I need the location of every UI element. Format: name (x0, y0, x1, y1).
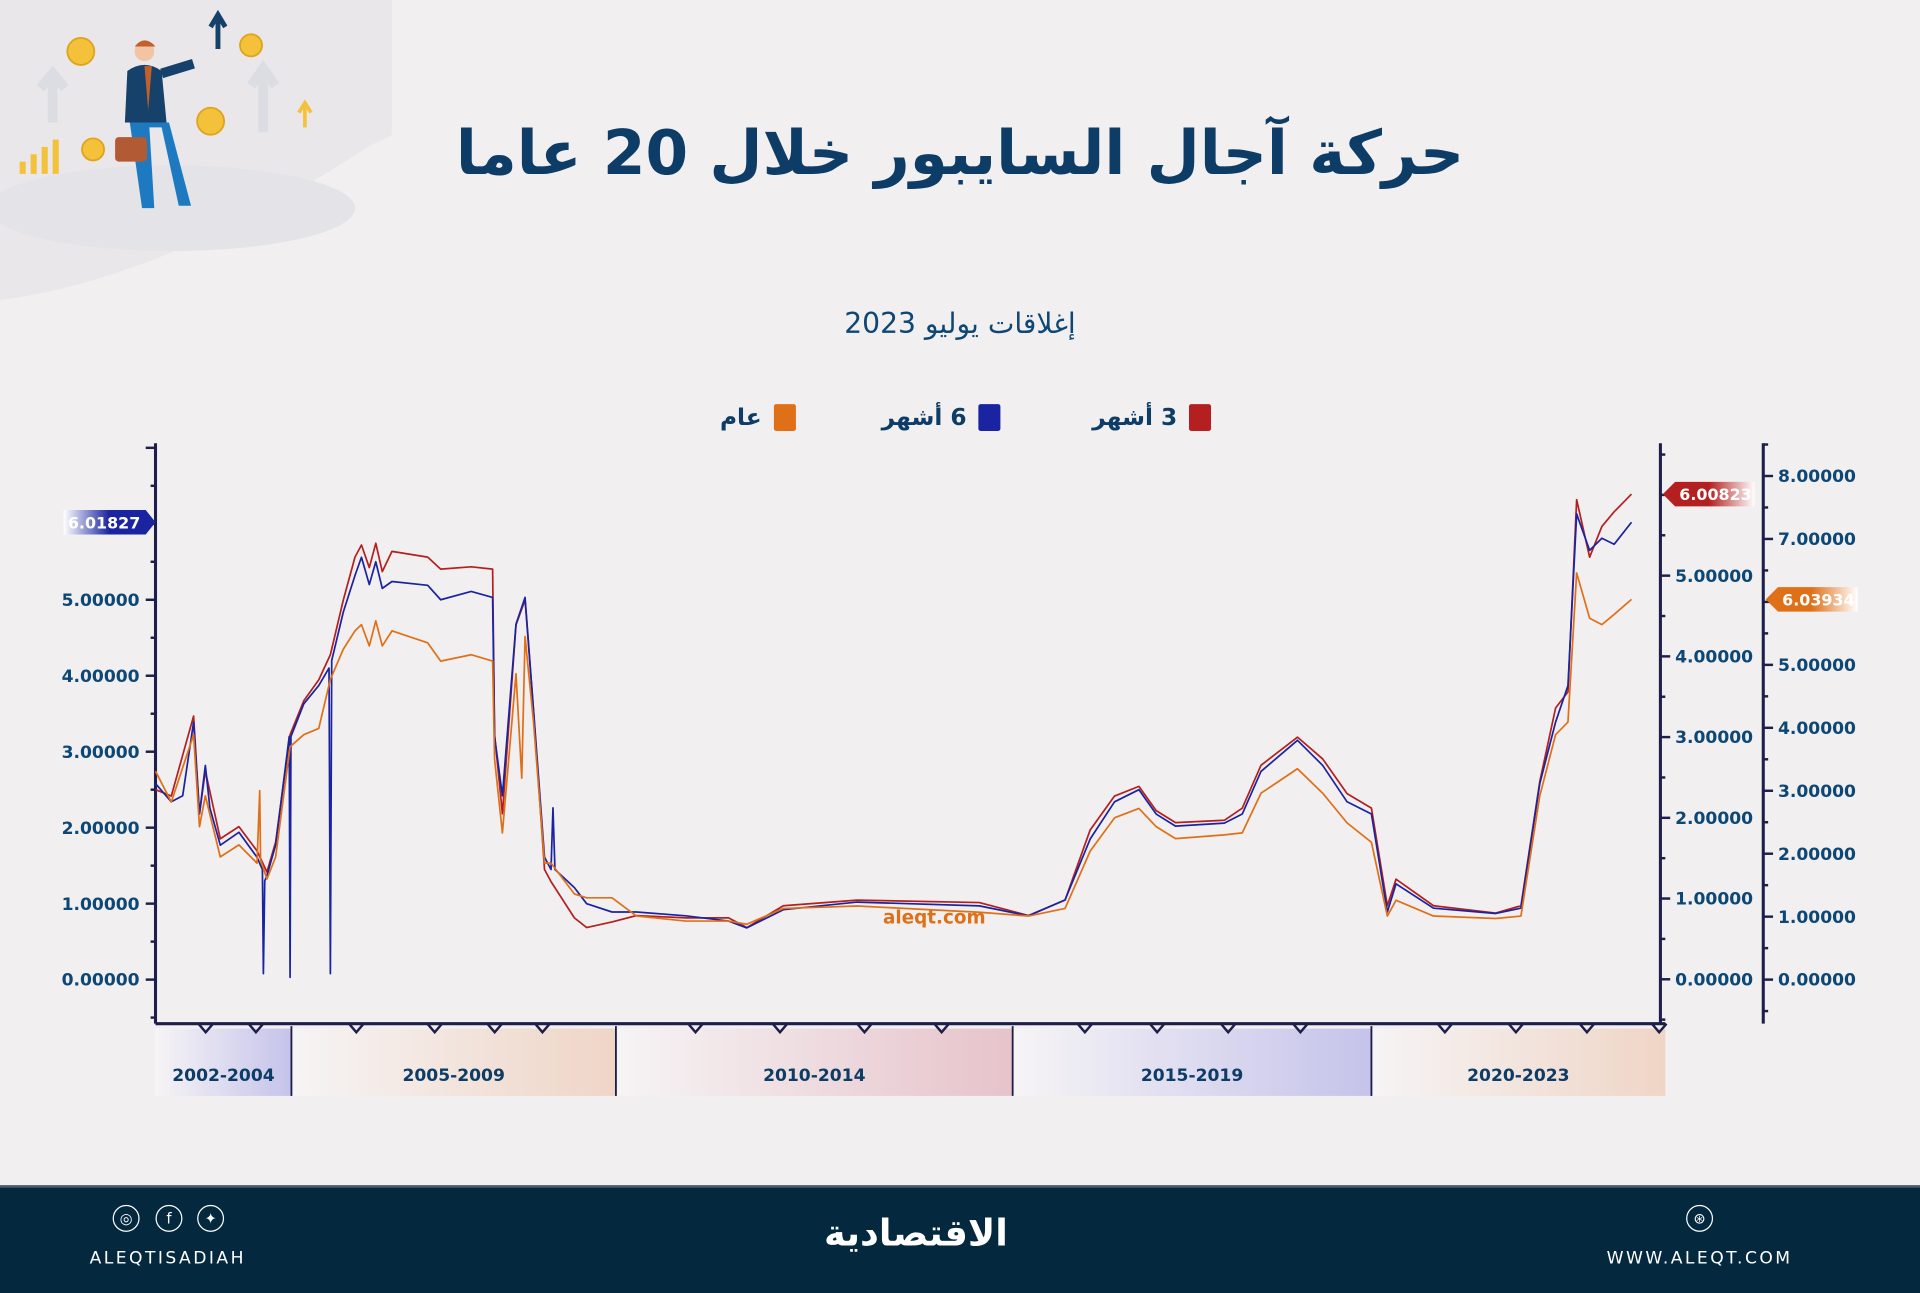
series-line-2 (154, 572, 1633, 926)
badge-value: 6.00823 (1679, 485, 1751, 504)
bar-chart-icon (19, 139, 59, 174)
badge-value: 6.03934 (1782, 591, 1854, 610)
x-axis-marker (1076, 1022, 1094, 1035)
y-tick-label: 1.00000 (1675, 890, 1753, 910)
legend-swatch-orange (773, 404, 796, 432)
arrow-up-icon (208, 9, 228, 49)
period-label: 2015-2019 (1141, 1066, 1243, 1086)
arrow-up-icon (36, 65, 69, 123)
period-band (1012, 1028, 1372, 1096)
legend-item-6-months: 6 أشهر (881, 404, 1001, 432)
x-axis-marker (771, 1022, 789, 1035)
period-band (155, 1028, 292, 1096)
last-value-badge: 6.03934 (1765, 587, 1858, 612)
social-handle[interactable]: ALEQTISADIAH (89, 1248, 246, 1269)
y-tick-label: 0.00000 (1675, 970, 1753, 990)
y-tick-label: 4.00000 (1778, 719, 1856, 739)
x-axis-marker (348, 1022, 365, 1035)
y-tick-label: 5.00000 (1675, 567, 1753, 587)
coin-icon (66, 37, 96, 66)
y-tick-label: 1.00000 (1778, 908, 1856, 928)
y-tick-label: 2.00000 (1675, 809, 1753, 829)
x-axis-marker (933, 1022, 950, 1035)
y-tick-label: 2.00000 (1778, 845, 1856, 865)
x-axis-marker (1219, 1022, 1237, 1035)
badge-value: 6.01827 (68, 513, 140, 532)
coin-icon (196, 106, 226, 136)
coin-icon (81, 137, 106, 162)
legend-item-3-months: 3 أشهر (1092, 404, 1212, 432)
y-tick-label: 0.00000 (62, 971, 140, 991)
decor-cloud (0, 165, 356, 252)
period-label: 2005-2009 (402, 1066, 504, 1086)
period-band (1371, 1028, 1666, 1096)
x-axis-marker (197, 1022, 214, 1035)
legend-item-1-year: عام (720, 404, 796, 432)
x-axis-marker (1292, 1022, 1309, 1035)
legend-label: 6 أشهر (881, 404, 967, 432)
x-axis-marker (856, 1022, 873, 1035)
x-axis-marker (1507, 1022, 1525, 1035)
business-illustration (0, 0, 392, 301)
watermark: aleqt.com (883, 907, 986, 928)
website-link[interactable]: WWW.ALEQT.COM (1606, 1248, 1793, 1269)
y-tick-label: 8.00000 (1778, 467, 1856, 487)
y-tick-label: 3.00000 (1675, 728, 1753, 748)
x-axis-marker (426, 1022, 443, 1035)
footer: ◎ f ✦ ALEQTISADIAH الاقتصادية ⊛ WWW.ALEQ… (0, 1185, 1920, 1293)
y-tick-label: 0.00000 (1778, 971, 1856, 991)
y-tick-label: 4.00000 (62, 667, 140, 687)
x-axis-marker (247, 1022, 265, 1035)
last-value-badge: 6.01827 (63, 510, 156, 535)
period-label: 2020-2023 (1467, 1066, 1569, 1086)
twitter-icon[interactable]: ✦ (197, 1204, 225, 1232)
arrow-up-icon (247, 60, 280, 133)
y-tick-label: 4.00000 (1675, 648, 1753, 668)
dribbble-globe-icon[interactable]: ⊛ (1686, 1204, 1714, 1232)
y-tick-label: 3.00000 (1778, 782, 1856, 802)
y-tick-label: 5.00000 (1778, 656, 1856, 676)
legend-label: عام (720, 404, 762, 432)
instagram-icon[interactable]: ◎ (112, 1204, 140, 1232)
series-line-0 (155, 493, 1633, 929)
chart-subtitle: إغلاقات يوليو 2023 (844, 308, 1076, 341)
period-label: 2002-2004 (172, 1066, 275, 1086)
y-tick-label: 3.00000 (62, 743, 140, 763)
period-band (291, 1028, 616, 1096)
logo: الاقتصادية (823, 1212, 1008, 1256)
y-tick-label: 1.00000 (62, 895, 140, 915)
chart-title: حركة آجال السايبور خلال 20 عاما (455, 117, 1465, 189)
coin-icon (239, 33, 263, 58)
legend-swatch-red (1189, 404, 1212, 432)
period-band (615, 1028, 1013, 1096)
y-tick-label: 2.00000 (62, 819, 140, 839)
x-axis-marker (486, 1022, 503, 1035)
businessman-figure (115, 40, 195, 209)
period-label: 2010-2014 (763, 1066, 866, 1086)
last-value-badge: 6.00823 (1662, 481, 1755, 507)
legend-label: 3 أشهر (1092, 404, 1178, 432)
x-axis-marker (1436, 1022, 1454, 1035)
line-chart: 2002-2004 2005-2009 2010-2014 2015-2019 2020… (62, 443, 1858, 1096)
y-tick-label: 5.00000 (62, 591, 140, 611)
arrow-up-icon (297, 99, 313, 128)
x-axis-marker (1650, 1022, 1668, 1035)
x-axis-marker (534, 1022, 551, 1035)
x-axis-marker (1148, 1022, 1166, 1035)
y-tick-label: 7.00000 (1778, 530, 1856, 550)
x-axis-marker (687, 1022, 704, 1035)
legend-swatch-blue (978, 404, 1001, 432)
facebook-icon[interactable]: f (155, 1204, 183, 1232)
x-axis-marker (1578, 1022, 1596, 1035)
